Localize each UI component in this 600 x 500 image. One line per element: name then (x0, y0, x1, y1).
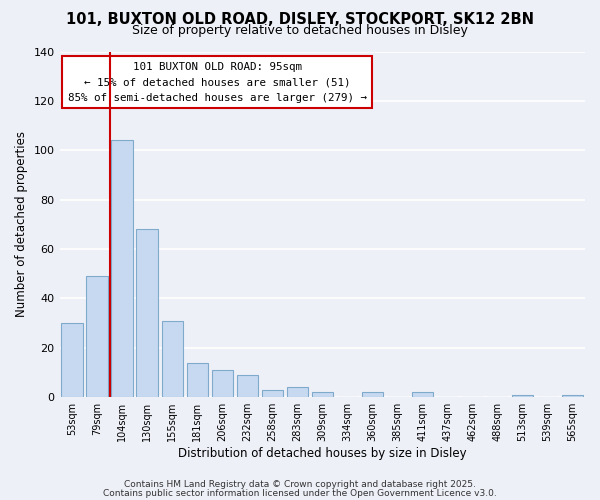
Text: Contains public sector information licensed under the Open Government Licence v3: Contains public sector information licen… (103, 488, 497, 498)
Bar (311, 392, 333, 397)
Bar (112, 140, 133, 397)
Bar (562, 394, 583, 397)
Bar (212, 370, 233, 397)
Text: Size of property relative to detached houses in Disley: Size of property relative to detached ho… (132, 24, 468, 37)
Bar (136, 230, 158, 397)
Bar (161, 320, 183, 397)
X-axis label: Distribution of detached houses by size in Disley: Distribution of detached houses by size … (178, 447, 467, 460)
Bar (61, 323, 83, 397)
Bar (86, 276, 108, 397)
Bar (236, 375, 258, 397)
Bar (512, 394, 533, 397)
Bar (187, 362, 208, 397)
Text: 101, BUXTON OLD ROAD, DISLEY, STOCKPORT, SK12 2BN: 101, BUXTON OLD ROAD, DISLEY, STOCKPORT,… (66, 12, 534, 28)
Bar (412, 392, 433, 397)
Bar (287, 388, 308, 397)
Y-axis label: Number of detached properties: Number of detached properties (15, 132, 28, 318)
Text: Contains HM Land Registry data © Crown copyright and database right 2025.: Contains HM Land Registry data © Crown c… (124, 480, 476, 489)
Bar (262, 390, 283, 397)
Text: 101 BUXTON OLD ROAD: 95sqm
← 15% of detached houses are smaller (51)
85% of semi: 101 BUXTON OLD ROAD: 95sqm ← 15% of deta… (68, 62, 367, 103)
Bar (362, 392, 383, 397)
